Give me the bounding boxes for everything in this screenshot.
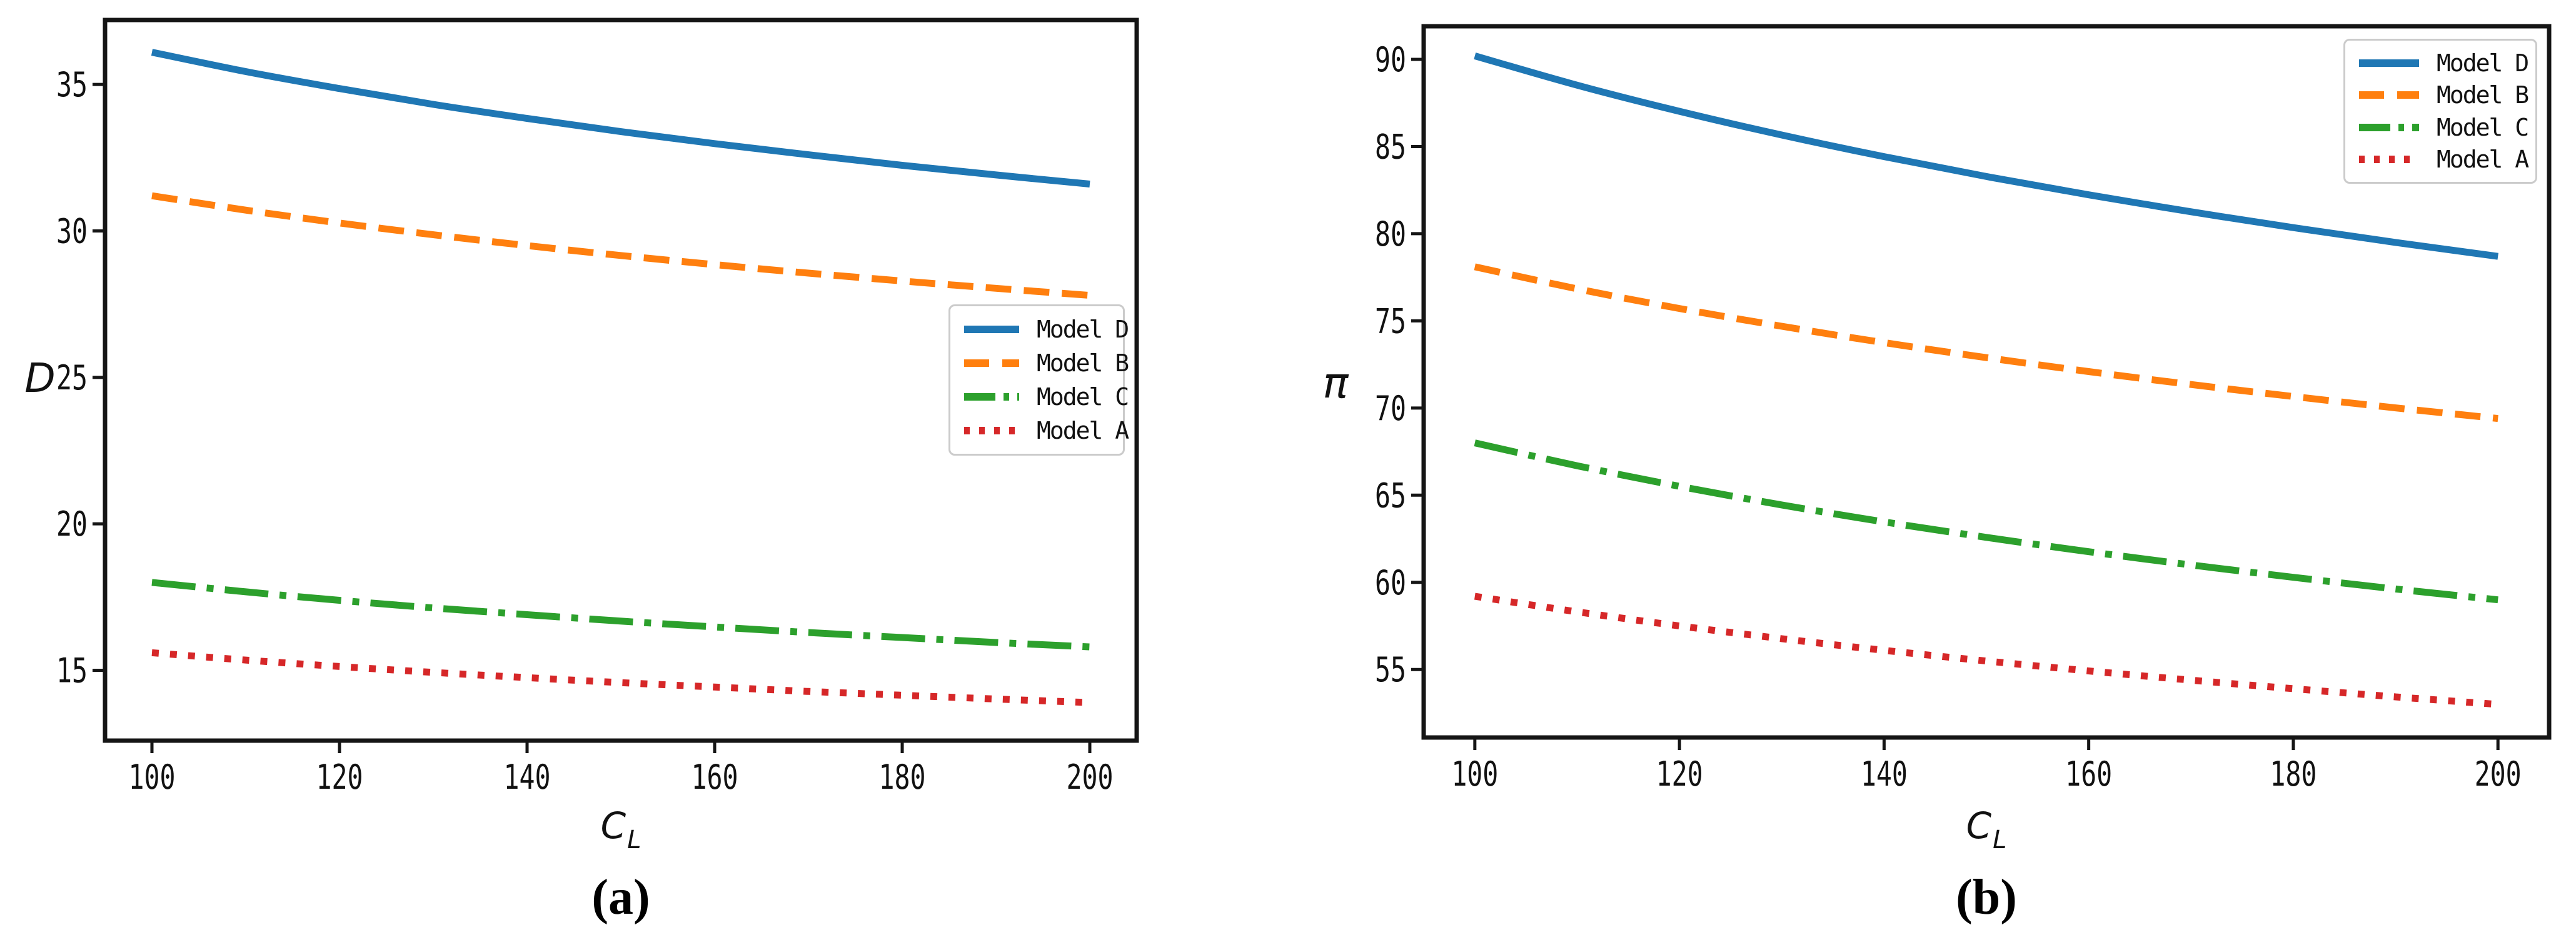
svg-text:200: 200: [1067, 758, 1114, 797]
legend-line-sample-model-d: [2359, 59, 2419, 67]
svg-text:160: 160: [2065, 754, 2112, 794]
svg-text:180: 180: [879, 758, 926, 797]
svg-text:80: 80: [1375, 214, 1406, 254]
x-axis-label-b-sub: L: [1993, 826, 2007, 854]
svg-text:90: 90: [1375, 40, 1406, 79]
legend-b: Model D Model B Model C Model A: [2343, 39, 2537, 184]
svg-text:100: 100: [1451, 754, 1498, 794]
y-axis-label-b: π: [1322, 359, 1349, 408]
svg-text:100: 100: [129, 758, 176, 797]
svg-text:180: 180: [2270, 754, 2317, 794]
legend-item-model-a: Model A: [963, 417, 1129, 444]
svg-text:30: 30: [56, 211, 88, 251]
legend-item-model-a: Model A: [2358, 146, 2529, 173]
svg-text:70: 70: [1375, 389, 1406, 428]
svg-text:65: 65: [1375, 476, 1406, 515]
legend-a: Model D Model B Model C Model A: [948, 304, 1129, 456]
svg-text:15: 15: [56, 651, 88, 691]
chart-a-canvas: 100 120 140 160 180 200 15 20 25 30 35: [56, 18, 1139, 797]
svg-text:200: 200: [2475, 754, 2522, 794]
legend-item-model-c: Model C: [2358, 114, 2529, 141]
legend-label-model-a: Model A: [2437, 146, 2529, 174]
legend-item-model-c: Model C: [963, 383, 1129, 411]
legend-line-sample-model-c: [964, 393, 1019, 401]
legend-line-sample-model-a: [964, 427, 1019, 434]
svg-text:160: 160: [692, 758, 738, 797]
legend-item-model-d: Model D: [963, 316, 1129, 343]
figure-panel-a: 100 120 140 160 180 200 15 20 25 30 35 D CL Model …: [24, 18, 1139, 925]
figure-panel-b: 100 120 140 160 180 200 55 60 65 70 75 80 85 90 π CL …: [1288, 0, 2576, 950]
legend-line-sample-model-c: [2359, 123, 2419, 131]
svg-text:20: 20: [56, 504, 88, 544]
svg-text:140: 140: [504, 758, 551, 797]
legend-label-model-d: Model D: [2437, 49, 2529, 77]
svg-text:120: 120: [316, 758, 363, 797]
x-axis-label-a-base: C: [600, 804, 626, 847]
x-axis-label-a: CL: [105, 808, 1137, 852]
legend-item-model-d: Model D: [2358, 49, 2529, 77]
svg-text:120: 120: [1656, 754, 1703, 794]
legend-label-model-c: Model C: [2437, 113, 2529, 141]
legend-label-model-a: Model A: [1037, 417, 1129, 444]
caption-a: (a): [591, 870, 650, 925]
legend-item-model-b: Model B: [2358, 81, 2529, 109]
svg-text:60: 60: [1375, 563, 1406, 602]
caption-b: (b): [1956, 870, 2017, 925]
x-axis-label-a-sub: L: [627, 826, 641, 854]
legend-label-model-b: Model B: [2437, 81, 2529, 109]
chart-b-canvas: 100 120 140 160 180 200 55 60 65 70 75 80 85 90: [1375, 24, 2552, 794]
legend-label-model-c: Model C: [1037, 383, 1129, 411]
svg-text:55: 55: [1375, 650, 1406, 689]
x-axis-label-b-base: C: [1966, 804, 1992, 847]
svg-text:85: 85: [1375, 127, 1406, 166]
legend-item-model-b: Model B: [963, 349, 1129, 377]
legend-label-model-b: Model B: [1037, 349, 1129, 377]
svg-text:25: 25: [56, 358, 88, 398]
legend-line-sample-model-d: [964, 326, 1019, 333]
legend-line-sample-model-a: [2359, 156, 2419, 164]
y-axis-label-a: D: [24, 356, 56, 402]
legend-line-sample-model-b: [2359, 91, 2419, 99]
svg-text:35: 35: [56, 65, 88, 104]
legend-label-model-d: Model D: [1037, 316, 1129, 343]
x-axis-label-b: CL: [1424, 808, 2549, 852]
svg-text:75: 75: [1375, 301, 1406, 341]
svg-text:140: 140: [1861, 754, 1908, 794]
legend-line-sample-model-b: [964, 359, 1019, 367]
